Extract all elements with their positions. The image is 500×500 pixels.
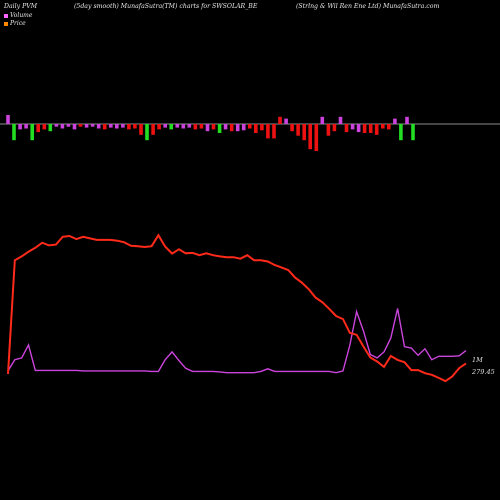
pvm-bar bbox=[42, 124, 47, 130]
legend-price-label: Price bbox=[10, 20, 26, 27]
pvm-bar bbox=[248, 124, 252, 129]
pvm-bar bbox=[320, 116, 325, 124]
pvm-bar bbox=[181, 124, 186, 129]
pvm-bar bbox=[12, 124, 16, 141]
pvm-bar bbox=[127, 124, 131, 130]
pvm-bar bbox=[368, 124, 373, 133]
pvm-bar bbox=[175, 124, 180, 128]
pvm-bar bbox=[18, 124, 22, 130]
pvm-bar bbox=[60, 124, 65, 129]
pvm-bar bbox=[96, 124, 101, 129]
pvm-bar bbox=[284, 118, 288, 124]
pvm-bar bbox=[157, 124, 161, 130]
pvm-bar bbox=[356, 124, 361, 133]
pvm-bar bbox=[211, 124, 216, 130]
chart-header-right: (Strlng & Wil Ren Ene Ltd) MunafaSutra.c… bbox=[296, 3, 440, 10]
pvm-bar bbox=[332, 124, 337, 132]
legend-price-swatch bbox=[4, 21, 8, 26]
pvm-bar bbox=[223, 124, 228, 130]
pvm-bar bbox=[145, 124, 149, 141]
pvm-bar bbox=[199, 124, 204, 129]
pvm-bar bbox=[24, 124, 28, 129]
pvm-bar bbox=[169, 124, 173, 130]
pvm-bar bbox=[193, 124, 198, 130]
pvm-bar bbox=[229, 124, 234, 132]
pvm-bar bbox=[163, 124, 167, 128]
pvm-bar bbox=[90, 124, 95, 127]
pvm-bar bbox=[254, 124, 258, 133]
legend-volume: Volume bbox=[4, 12, 32, 19]
pvm-bar bbox=[326, 124, 331, 136]
pvm-bar bbox=[205, 124, 210, 132]
pvm-bar bbox=[374, 124, 379, 135]
pvm-bar bbox=[133, 124, 137, 129]
chart-header-left: Daily PVM bbox=[4, 3, 38, 10]
pvm-bar bbox=[241, 124, 246, 131]
legend-volume-swatch bbox=[4, 13, 8, 18]
pvm-bar bbox=[399, 124, 403, 141]
pvm-bar bbox=[381, 124, 385, 129]
pvm-bar bbox=[115, 124, 119, 129]
pvm-bar bbox=[260, 124, 264, 131]
pvm-bar bbox=[272, 124, 276, 139]
pvm-bar bbox=[387, 124, 391, 130]
chart-header-title: (5day smooth) MunafaSutra(TM) charts for… bbox=[74, 3, 258, 10]
pvm-bar bbox=[350, 124, 355, 130]
pvm-bar bbox=[84, 124, 89, 128]
pvm-bar bbox=[308, 124, 312, 150]
pvm-bar bbox=[66, 124, 71, 127]
pvm-bar bbox=[78, 124, 83, 127]
pvm-bar bbox=[30, 124, 34, 141]
pvm-bar bbox=[344, 124, 349, 133]
pvm-bar bbox=[217, 124, 222, 133]
pvm-bar bbox=[36, 124, 40, 133]
pvm-bar bbox=[109, 124, 113, 128]
pvm-bar bbox=[121, 124, 125, 128]
pvm-bar bbox=[139, 124, 143, 135]
pvm-bar bbox=[72, 124, 77, 130]
legend-price: Price bbox=[4, 20, 26, 27]
pvm-bar bbox=[54, 124, 59, 127]
pvm-bars bbox=[6, 115, 415, 151]
pvm-bar bbox=[235, 124, 240, 132]
pvm-bar bbox=[302, 124, 306, 141]
pvm-bar bbox=[266, 124, 270, 139]
pvm-bar bbox=[151, 124, 155, 135]
pvm-bar bbox=[362, 124, 367, 133]
pvm-bar bbox=[48, 124, 53, 132]
price-end-label: 279.45 bbox=[472, 368, 495, 376]
pvm-bar bbox=[405, 116, 409, 124]
pvm-bar bbox=[290, 124, 294, 132]
legend-volume-label: Volume bbox=[10, 12, 33, 19]
pvm-bar bbox=[338, 116, 343, 124]
pvm-bar bbox=[278, 116, 282, 124]
pvm-bar bbox=[102, 124, 107, 130]
pvm-bar bbox=[393, 118, 397, 124]
pvm-bar bbox=[296, 124, 300, 136]
pvm-bar bbox=[411, 124, 415, 141]
volume-end-label: 1M bbox=[472, 356, 483, 364]
price-line bbox=[7, 233, 467, 383]
volume-line bbox=[7, 308, 467, 374]
pvm-bar bbox=[187, 124, 192, 128]
pvm-bar bbox=[6, 115, 10, 124]
pvm-bar bbox=[314, 124, 319, 151]
